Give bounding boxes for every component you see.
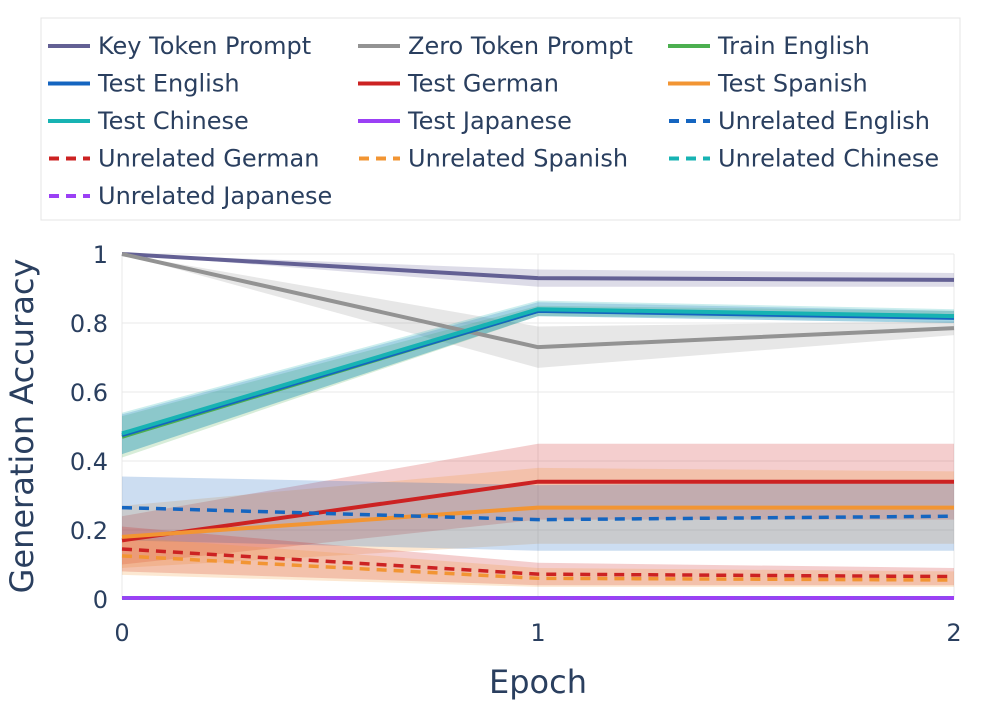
legend-label: Test Chinese	[97, 107, 249, 135]
legend-label: Unrelated English	[718, 107, 930, 135]
legend-item: Test English	[48, 70, 240, 98]
y-axis-title: Generation Accuracy	[3, 259, 41, 594]
legend-item: Unrelated Japanese	[49, 182, 332, 210]
y-tick-label: 0	[93, 586, 108, 614]
x-axis-ticks: 0 1 2	[114, 619, 961, 647]
legend-label: Test German	[407, 70, 559, 98]
legend-label: Key Token Prompt	[98, 32, 311, 60]
legend-item: Test German	[358, 70, 559, 98]
legend-item: Key Token Prompt	[48, 32, 311, 60]
plot-area	[121, 252, 955, 600]
series-line	[121, 252, 955, 350]
y-tick-label: 0.4	[70, 448, 108, 476]
y-axis-ticks: 0 0.2 0.4 0.6 0.8 1	[70, 241, 108, 614]
legend-label: Zero Token Prompt	[408, 32, 633, 60]
legend-label: Unrelated Spanish	[408, 145, 628, 173]
y-tick-label: 0.6	[70, 379, 108, 407]
legend-label: Unrelated Chinese	[718, 145, 939, 173]
legend: Key Token Prompt Zero Token Prompt Train E…	[48, 32, 939, 210]
legend-label: Unrelated German	[98, 145, 319, 173]
legend-item: Test Chinese	[48, 107, 249, 135]
y-tick-label: 0.2	[70, 517, 108, 545]
x-tick-label: 1	[530, 619, 545, 647]
series-line	[121, 547, 955, 579]
legend-label: Train English	[717, 32, 870, 60]
confidence-band	[122, 476, 954, 551]
x-tick-label: 0	[114, 619, 129, 647]
x-axis-title: Epoch	[489, 663, 587, 701]
y-tick-label: 1	[93, 241, 108, 269]
legend-item: Test Japanese	[358, 107, 572, 135]
legend-item: Unrelated German	[49, 145, 319, 173]
series-line	[121, 307, 955, 436]
confidence-band	[122, 526, 954, 586]
legend-label: Test Spanish	[717, 70, 868, 98]
series-line	[121, 554, 955, 582]
legend-item: Unrelated English	[669, 107, 930, 135]
legend-box	[40, 17, 961, 221]
confidence-band	[122, 443, 954, 565]
series-line	[121, 479, 954, 543]
legend-item: Test Spanish	[668, 70, 868, 98]
legend-item: Unrelated Spanish	[359, 145, 628, 173]
legend-item: Train English	[668, 32, 870, 60]
series-line	[121, 252, 955, 282]
y-tick-label: 0.8	[70, 310, 108, 338]
legend-item: Zero Token Prompt	[358, 32, 633, 60]
legend-label: Unrelated Japanese	[98, 182, 332, 210]
series-line	[121, 505, 954, 539]
series-line	[121, 505, 955, 522]
legend-label: Test English	[97, 70, 240, 98]
legend-label: Test Japanese	[407, 107, 572, 135]
x-tick-label: 2	[946, 619, 961, 647]
confidence-band	[122, 536, 954, 587]
series-lines	[121, 252, 955, 600]
legend-item: Unrelated Chinese	[669, 145, 939, 173]
